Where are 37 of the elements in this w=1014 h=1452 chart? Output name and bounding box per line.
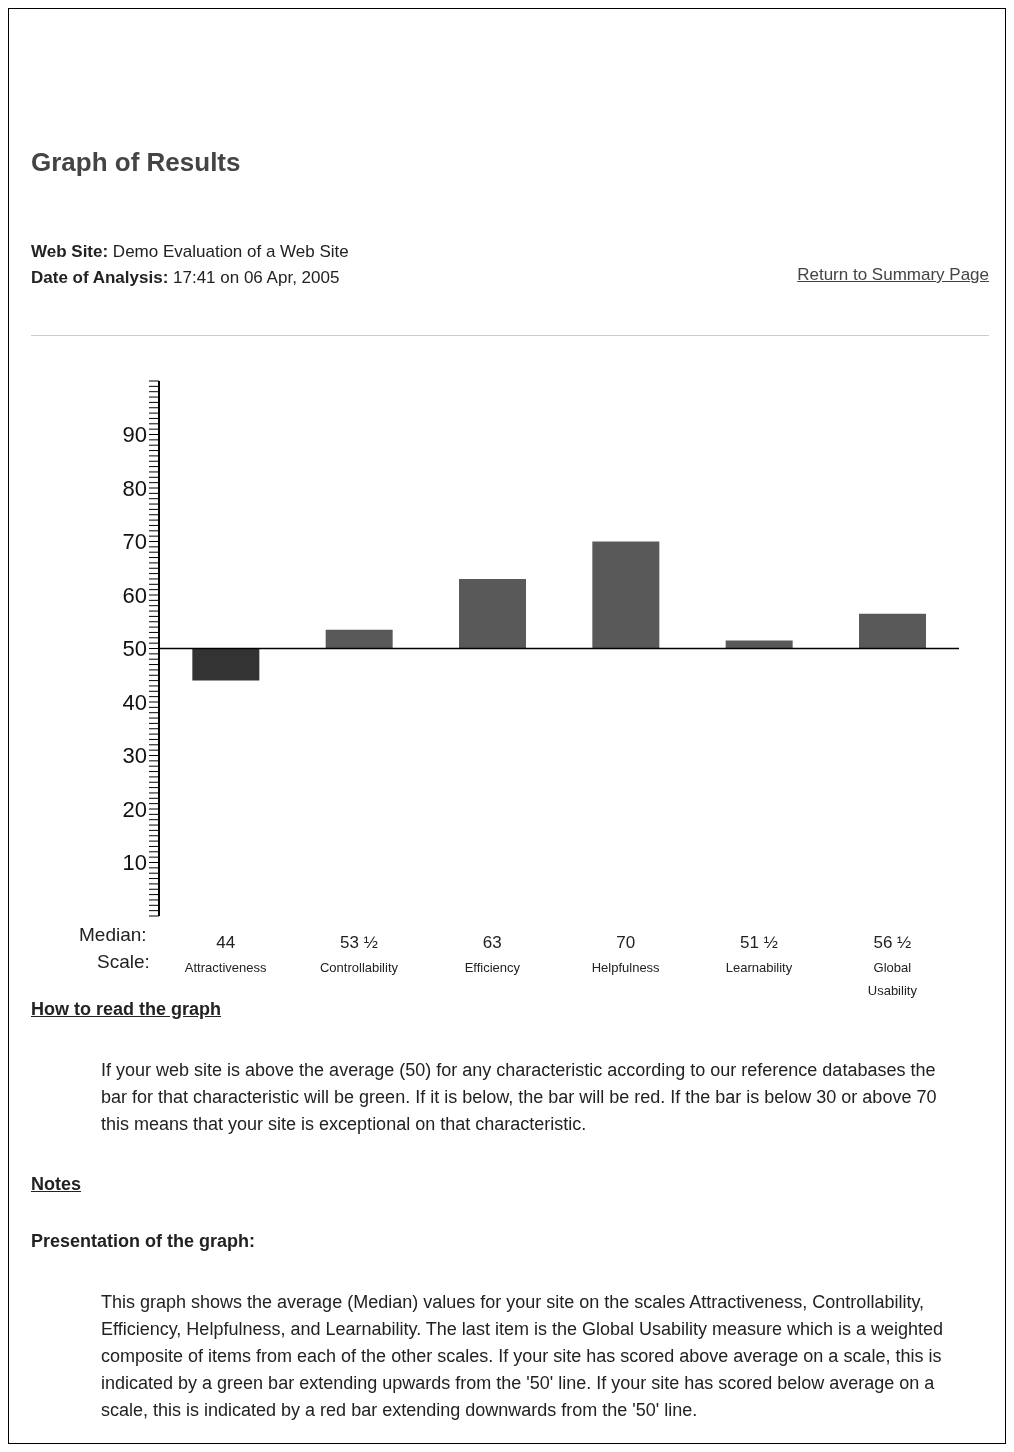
text: Date of Analysis: 17:41 on 06 Apr, 2005 bbox=[31, 268, 340, 287]
text: Scale: bbox=[97, 951, 150, 973]
data-label: 44 bbox=[216, 933, 236, 952]
data-label: 56 ½ bbox=[873, 933, 912, 952]
text: How to read the graph bbox=[31, 999, 222, 1020]
y-tick-label: 40 bbox=[122, 689, 147, 715]
x-tick-label: Learnability bbox=[725, 960, 793, 975]
text: Notes bbox=[31, 1174, 82, 1195]
y-tick-label: 50 bbox=[122, 636, 147, 662]
text: Web Site: Demo Evaluation of a Web Site bbox=[31, 242, 349, 261]
bar bbox=[325, 629, 393, 649]
text: This graph shows the average (Median) values for your site on the scales Attractiveness, Controllability, Efficiency, Helpfulness, and Learnability. The last item is the Global Usability measure which is a weighted composite of items from each of the other scales. If your site has scored above average on a scale, this is indicated by a green bar extending upwards from the '50' line. If your site has scored below average on a scale, this is indicated by a red bar extending downwards from the '50' line. bbox=[101, 1291, 945, 1422]
data-label: 53 ½ bbox=[340, 933, 378, 952]
bar bbox=[192, 648, 260, 681]
data-label: 51 ½ bbox=[740, 933, 778, 952]
text: Return to Summary Page bbox=[797, 265, 989, 285]
x-tick-label: Efficiency bbox=[464, 960, 521, 975]
y-tick-label: 70 bbox=[122, 529, 147, 555]
bar bbox=[459, 578, 526, 649]
chart-title: Graph of Results bbox=[31, 147, 241, 178]
y-tick-label: 90 bbox=[122, 422, 147, 448]
x-tick-label: Attractiveness bbox=[184, 960, 267, 975]
y-tick-label: 20 bbox=[122, 796, 147, 822]
bar bbox=[859, 613, 926, 649]
x-tick-label: Controllability bbox=[319, 960, 399, 975]
y-tick-label: 80 bbox=[122, 475, 147, 501]
y-tick-label: 10 bbox=[122, 850, 147, 876]
y-tick-label: 30 bbox=[122, 743, 147, 769]
y-tick-label: 60 bbox=[122, 582, 147, 608]
text: Median: bbox=[79, 924, 147, 946]
text: Presentation of the graph: bbox=[31, 1231, 256, 1252]
text: If your web site is above the average (50) for any characteristic according to our reference databases the bar for that characteristic will be green. If it is below, the bar will be red. If the bar is below 30 or above 70 this means that your site is exceptional on that characteristic. bbox=[101, 1059, 938, 1136]
data-label: 70 bbox=[616, 933, 636, 952]
bar bbox=[592, 541, 660, 649]
x-tick-label: Global Usability bbox=[867, 960, 918, 998]
data-label: 63 bbox=[482, 933, 502, 952]
x-tick-label: Helpfulness bbox=[591, 960, 661, 975]
